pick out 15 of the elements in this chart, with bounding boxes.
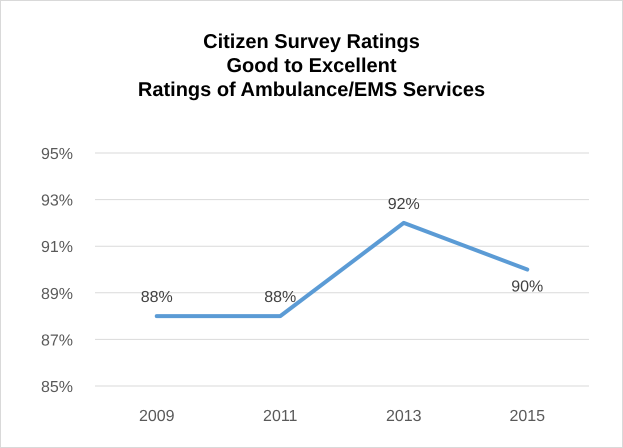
- data-label: 90%: [511, 278, 544, 296]
- y-tick-label: 91%: [40, 239, 73, 256]
- y-tick-label: 89%: [40, 286, 73, 303]
- x-tick-label: 2013: [386, 408, 422, 425]
- y-tick-label: 87%: [40, 332, 73, 350]
- y-tick-label: 93%: [40, 192, 73, 210]
- data-label: 92%: [388, 196, 420, 213]
- x-tick-label: 2009: [138, 408, 175, 425]
- x-tick-label: 2015: [509, 408, 546, 425]
- chart-title: Citizen Survey Ratings Good to Excellent Ratings of Ambulance/EMS Services: [138, 31, 486, 101]
- y-tick-label: 95%: [40, 146, 73, 163]
- data-label: 88%: [264, 289, 296, 306]
- y-tick-label: 85%: [40, 379, 73, 396]
- x-tick-label: 2011: [263, 408, 298, 425]
- data-label: 88%: [140, 289, 173, 306]
